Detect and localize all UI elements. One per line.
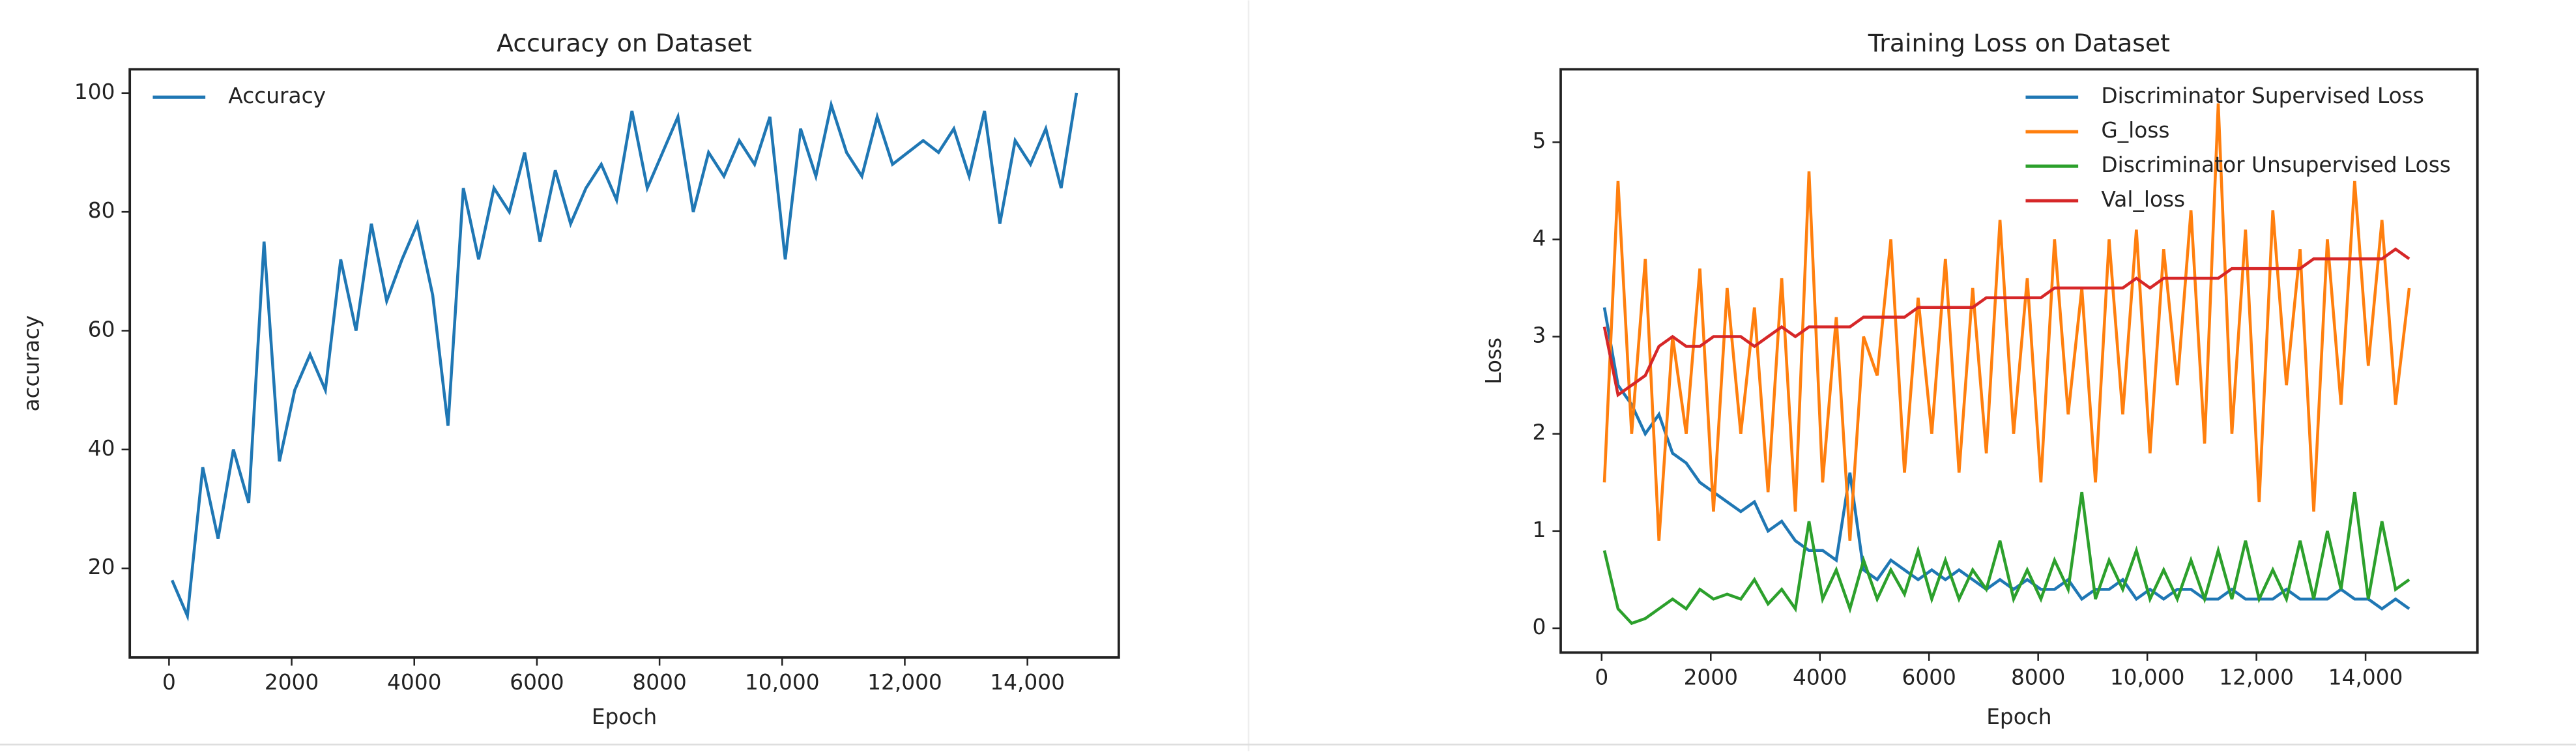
series-line	[170, 93, 1078, 622]
x-tick-label: 2000	[1684, 665, 1738, 690]
legend-label: G_loss	[2101, 118, 2169, 143]
plot-frame	[128, 68, 1120, 659]
chart-title: Training Loss on Dataset	[1868, 29, 2170, 57]
y-tick-label: 3	[1532, 323, 1546, 348]
x-tick-label: 14,000	[2328, 665, 2403, 690]
y-tick-label: 0	[1532, 615, 1546, 639]
legend-label: Discriminator Unsupervised Loss	[2101, 152, 2450, 177]
x-tick-label: 0	[162, 670, 176, 695]
y-tick-label: 1	[1532, 517, 1546, 542]
x-tick-label: 6000	[1902, 665, 1956, 690]
x-tick-label: 14,000	[990, 670, 1065, 695]
series-line	[1602, 307, 2410, 611]
series-line	[1602, 103, 2411, 541]
y-axis-label: accuracy	[19, 315, 44, 412]
legend-label: Discriminator Supervised Loss	[2101, 83, 2424, 108]
y-axis-label: Loss	[1481, 338, 1506, 384]
series-line	[1602, 247, 2410, 398]
legend-label: Val_loss	[2101, 187, 2185, 212]
x-tick-label: 12,000	[867, 670, 942, 695]
series-line	[1602, 491, 2410, 626]
x-tick-label: 2000	[265, 670, 319, 695]
x-tick-label: 6000	[510, 670, 564, 695]
x-tick-label: 0	[1595, 665, 1608, 690]
y-tick-label: 2	[1532, 420, 1546, 445]
y-tick-label: 4	[1532, 225, 1546, 250]
y-tick-label: 5	[1532, 128, 1546, 153]
chart-title: Accuracy on Dataset	[497, 29, 752, 57]
plot-frame	[1559, 68, 2479, 654]
x-tick-label: 10,000	[745, 670, 820, 695]
y-tick-label: 20	[88, 555, 115, 579]
y-tick-label: 100	[74, 80, 115, 104]
x-axis-label: Epoch	[592, 704, 657, 729]
x-tick-label: 10,000	[2110, 665, 2185, 690]
legend-label: Accuracy	[228, 83, 326, 108]
x-tick-label: 8000	[2011, 665, 2065, 690]
y-tick-label: 60	[88, 317, 115, 341]
y-tick-label: 80	[88, 198, 115, 223]
x-axis-label: Epoch	[1986, 704, 2051, 729]
x-tick-label: 4000	[1793, 665, 1847, 690]
y-tick-label: 40	[88, 436, 115, 461]
x-tick-label: 8000	[632, 670, 686, 695]
x-tick-label: 12,000	[2219, 665, 2294, 690]
x-tick-label: 4000	[387, 670, 441, 695]
